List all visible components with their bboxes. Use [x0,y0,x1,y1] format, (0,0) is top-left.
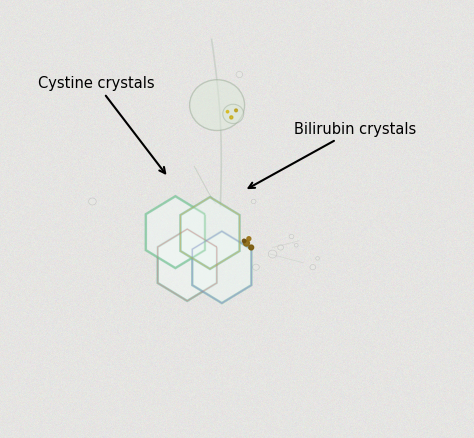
Point [228,114,235,121]
Text: Bilirubin crystals: Bilirubin crystals [248,122,416,188]
Point [245,235,253,242]
Point [243,240,250,247]
Point [240,237,248,244]
Circle shape [251,199,256,204]
Circle shape [268,250,277,258]
Circle shape [294,244,298,247]
Polygon shape [181,197,239,269]
Circle shape [89,198,96,205]
Circle shape [190,80,245,131]
Circle shape [310,265,316,270]
Circle shape [278,245,283,250]
Polygon shape [146,196,205,268]
Point [232,107,240,114]
Circle shape [236,71,243,78]
Circle shape [223,104,244,124]
Point [247,244,255,251]
Point [224,108,231,115]
Polygon shape [192,231,251,303]
Circle shape [289,234,294,239]
Circle shape [316,257,319,260]
Text: Cystine crystals: Cystine crystals [38,76,165,173]
Polygon shape [158,229,217,301]
Circle shape [253,264,259,270]
